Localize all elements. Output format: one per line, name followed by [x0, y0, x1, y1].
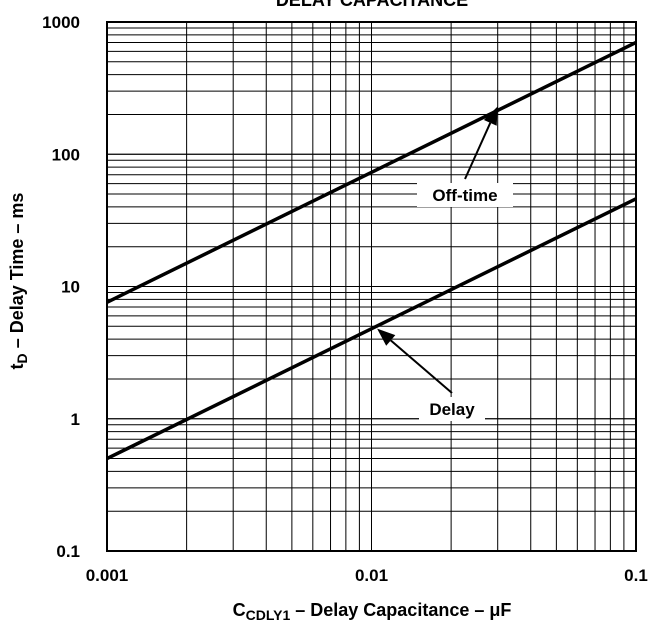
y-axis-label-subscript: D [14, 353, 30, 363]
y-tick-label: 1 [71, 410, 80, 429]
y-tick-label: 1000 [42, 13, 80, 32]
x-tick-label: 0.1 [624, 566, 648, 585]
annotation-arrowhead [377, 328, 396, 346]
annotation-label-background [417, 183, 513, 207]
y-tick-label: 100 [52, 145, 80, 164]
y-tick-label: 0.1 [56, 542, 80, 561]
annotation-label-background [419, 397, 485, 421]
series [106, 40, 637, 461]
x-tick-label: 0.01 [355, 566, 388, 585]
y-axis-label-symbol: t [7, 363, 27, 369]
x-axis-label-subscript: CDLY1 [246, 607, 291, 623]
annotations: Off-time Delay [377, 106, 513, 421]
y-tick-label: 10 [61, 278, 80, 297]
annotation-arrowhead [483, 106, 498, 126]
annotation-arrow-line [464, 122, 492, 180]
annotation-label: Delay [429, 400, 475, 419]
y-ticks: 0.1 1 10 100 1000 [42, 13, 80, 561]
grid [106, 21, 637, 552]
y-axis-label: tD – Delay Time – ms [7, 193, 30, 370]
chart-title: DELAY CAPACITANCE [276, 0, 468, 10]
series-line [106, 40, 637, 304]
annotation-label: Off-time [432, 186, 497, 205]
y-axis-label-text: – Delay Time – ms [7, 193, 27, 354]
annotation-arrow-line [390, 339, 453, 394]
x-axis-label: CCDLY1 – Delay Capacitance – μF [233, 600, 512, 623]
series-line [106, 197, 637, 461]
x-ticks: 0.001 0.01 0.1 [86, 566, 648, 585]
plot-frame [106, 21, 637, 552]
x-axis-label-text: – Delay Capacitance – μF [290, 600, 511, 620]
x-tick-label: 0.001 [86, 566, 129, 585]
x-axis-label-symbol: C [233, 600, 246, 620]
